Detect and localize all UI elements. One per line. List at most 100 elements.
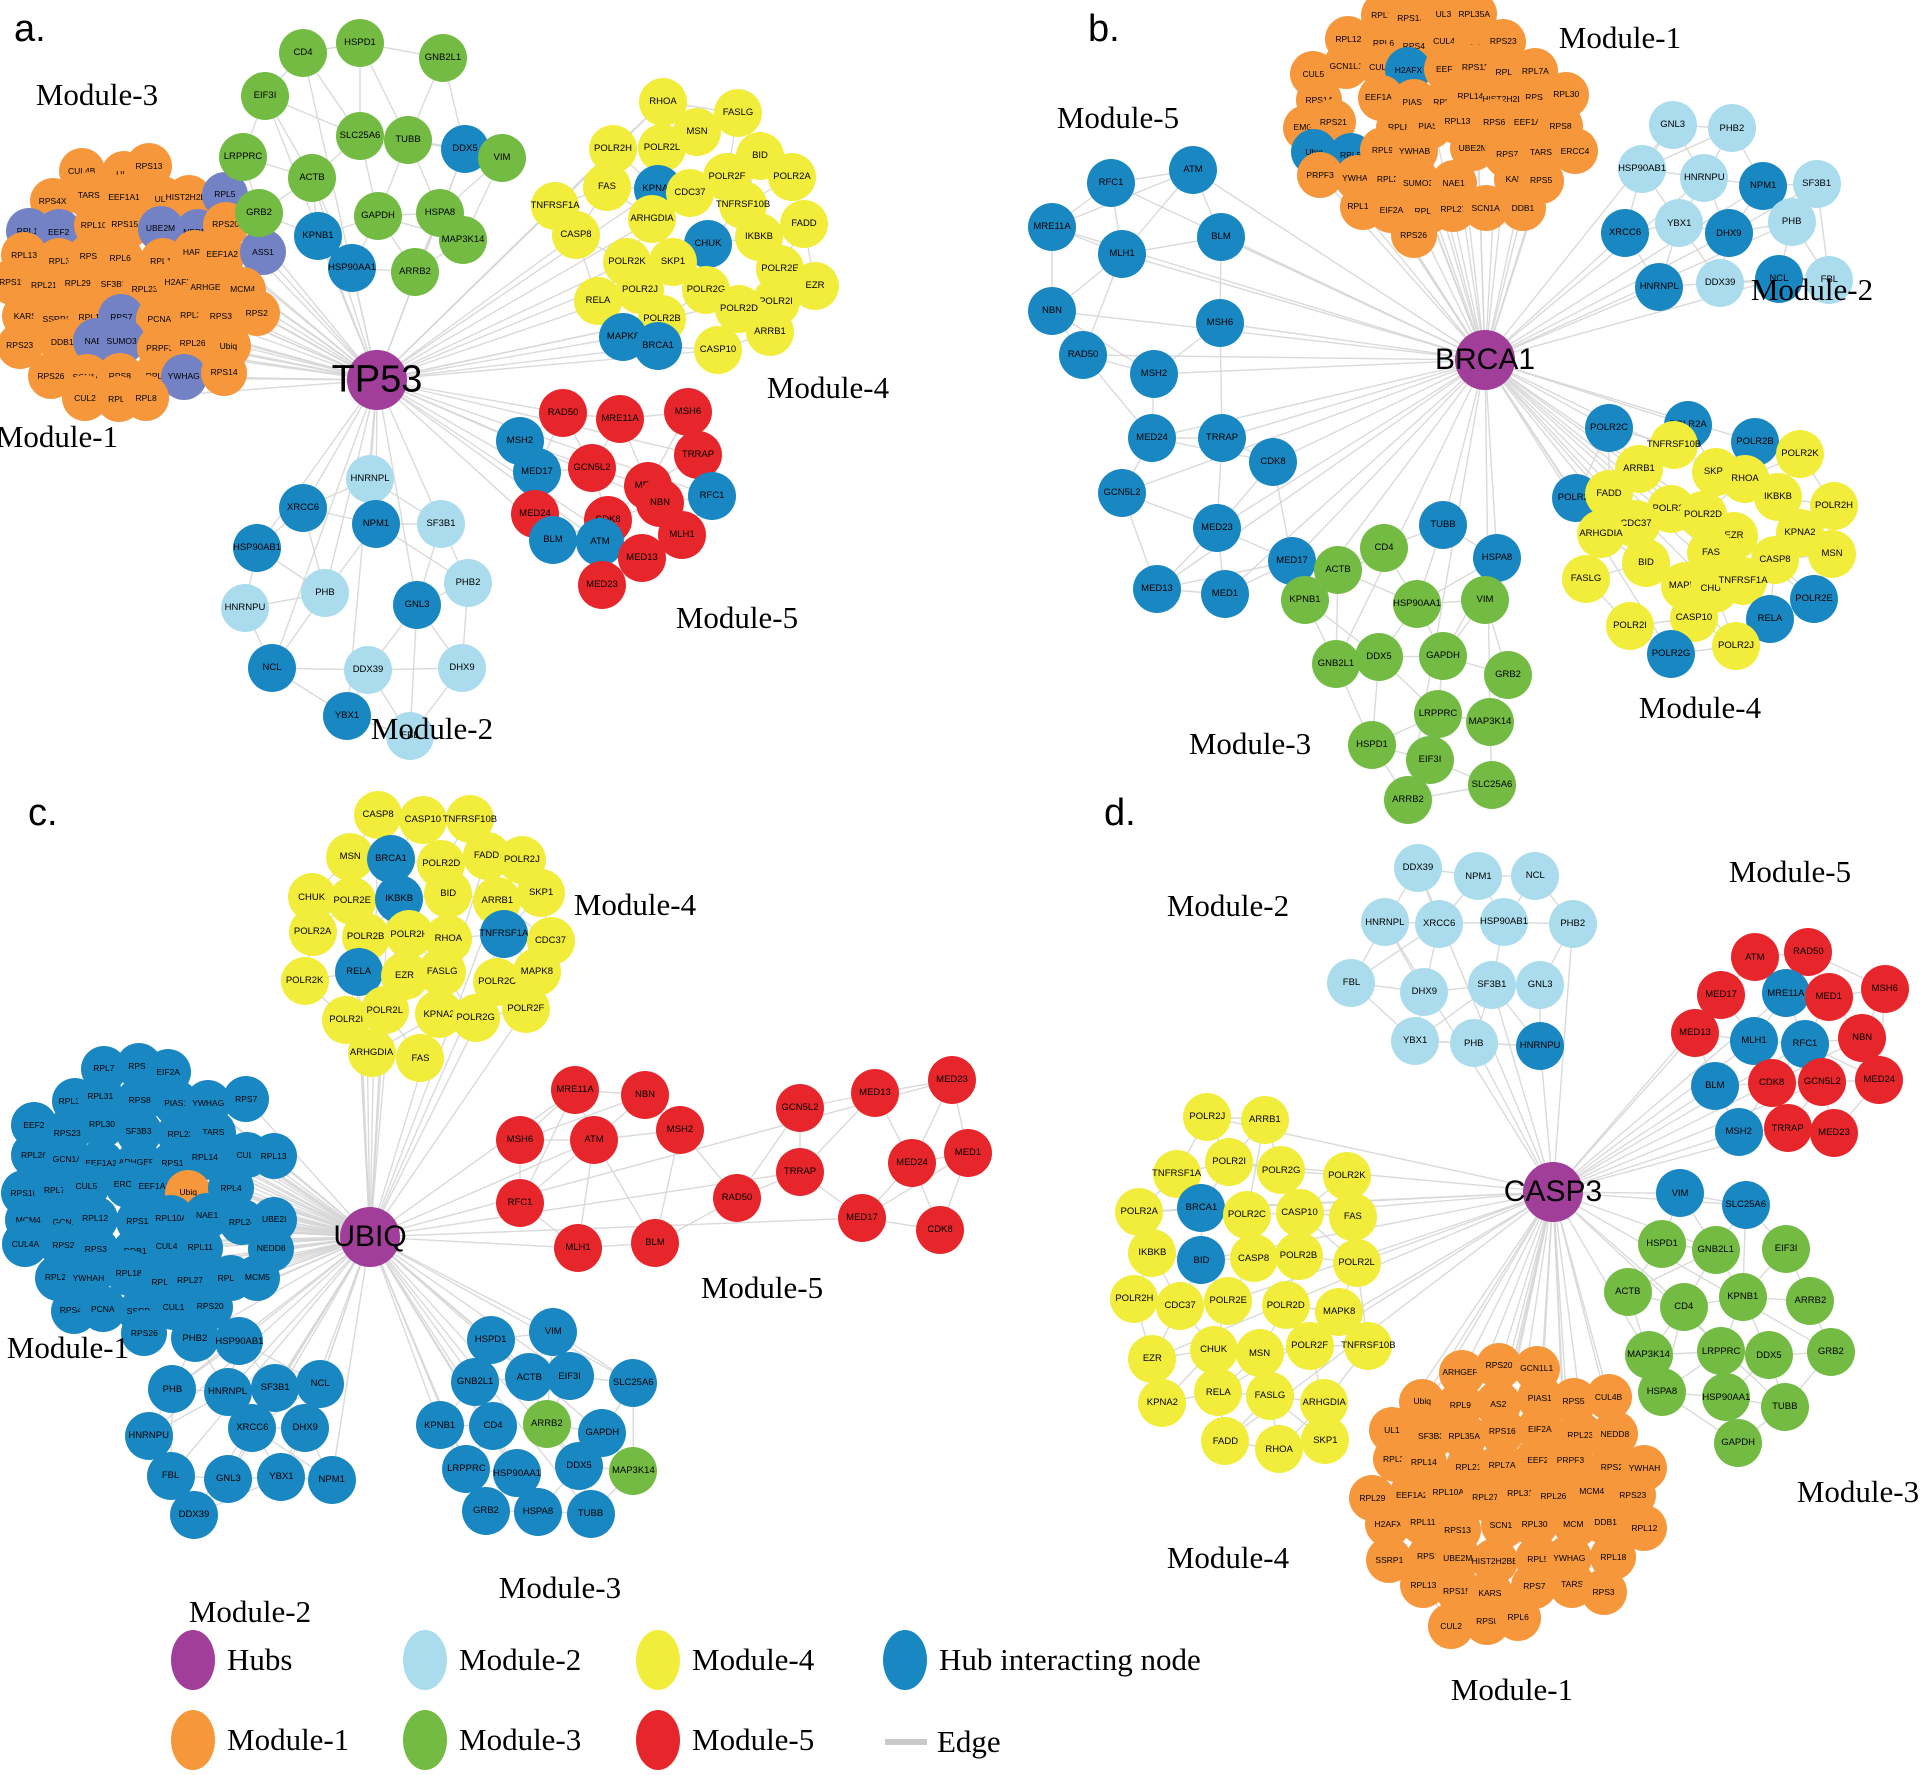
node-slc25a6[interactable]: SLC25A6 xyxy=(609,1358,658,1407)
node-phb2[interactable]: PHB2 xyxy=(1707,104,1756,153)
node-msn[interactable]: MSN xyxy=(326,832,375,881)
node-xrcc6[interactable]: XRCC6 xyxy=(228,1404,277,1453)
node-cdk8[interactable]: CDK8 xyxy=(916,1206,964,1254)
node-hsp90aa1[interactable]: HSP90AA1 xyxy=(1702,1373,1750,1422)
node-rps7[interactable]: RPS7 xyxy=(223,1076,270,1123)
node-rfc1[interactable]: RFC1 xyxy=(496,1179,544,1227)
node-hsp90ab1[interactable]: HSP90AB1 xyxy=(1480,898,1528,947)
node-phb2[interactable]: PHB2 xyxy=(444,559,492,607)
node-ddx39[interactable]: DDX39 xyxy=(169,1490,218,1539)
node-gnl3[interactable]: GNL3 xyxy=(1648,100,1697,149)
node-atm[interactable]: ATM xyxy=(570,1116,618,1164)
node-ybx1[interactable]: YBX1 xyxy=(257,1453,306,1502)
node-polr2i[interactable]: POLR2I xyxy=(1606,602,1654,650)
node-hnrnpu[interactable]: HNRNPU xyxy=(1516,1021,1565,1070)
node-phb[interactable]: PHB xyxy=(148,1365,197,1414)
node-hnrnpl[interactable]: HNRNPL xyxy=(1360,898,1409,947)
node-hnrnpu[interactable]: HNRNPU xyxy=(124,1411,173,1460)
node-ybx1[interactable]: YBX1 xyxy=(1655,199,1704,248)
node-arhgdia[interactable]: ARHGDIA xyxy=(1577,510,1625,558)
node-casp10[interactable]: CASP10 xyxy=(694,326,742,374)
node-gapdh[interactable]: GAPDH xyxy=(1419,632,1467,680)
node-ddx39[interactable]: DDX39 xyxy=(1696,258,1745,307)
node-cdc37[interactable]: CDC37 xyxy=(1156,1281,1205,1330)
node-fadd[interactable]: FADD xyxy=(1201,1417,1250,1466)
node-phb[interactable]: PHB xyxy=(301,569,349,617)
node-mcm5[interactable]: MCM5 xyxy=(234,1254,281,1301)
node-kpna2[interactable]: KPNA2 xyxy=(1138,1378,1187,1427)
node-sf3b1[interactable]: SF3B1 xyxy=(417,500,465,548)
node-polr2c[interactable]: POLR2C xyxy=(1585,404,1633,452)
node-polr2c[interactable]: POLR2C xyxy=(1222,1190,1271,1239)
node-grb2[interactable]: GRB2 xyxy=(461,1486,510,1535)
node-faslg[interactable]: FASLG xyxy=(418,947,467,996)
node-polr2k[interactable]: POLR2K xyxy=(1776,430,1824,478)
node-atm[interactable]: ATM xyxy=(1730,933,1779,982)
node-nbn[interactable]: NBN xyxy=(1838,1013,1887,1062)
node-ncl[interactable]: NCL xyxy=(1754,254,1803,303)
node-arhgdia[interactable]: ARHGDIA xyxy=(628,195,676,243)
node-hsp90aa1[interactable]: HSP90AA1 xyxy=(328,244,376,292)
node-gnb2l1[interactable]: GNB2L1 xyxy=(419,34,467,82)
node-faslg[interactable]: FASLG xyxy=(1245,1371,1294,1420)
node-med13[interactable]: MED13 xyxy=(618,534,666,582)
node-gapdh[interactable]: GAPDH xyxy=(354,192,402,240)
node-rps26[interactable]: RPS26 xyxy=(1390,212,1437,259)
node-msh6[interactable]: MSH6 xyxy=(664,388,712,436)
node-rad50[interactable]: RAD50 xyxy=(1059,331,1107,379)
node-cd4[interactable]: CD4 xyxy=(469,1401,517,1450)
node-hspd1[interactable]: HSPD1 xyxy=(1638,1219,1687,1268)
node-hsp90aa1[interactable]: HSP90AA1 xyxy=(1393,580,1441,628)
node-polr2g[interactable]: POLR2G xyxy=(1257,1146,1306,1195)
node-npm1[interactable]: NPM1 xyxy=(352,500,400,548)
node-polr2k[interactable]: POLR2K xyxy=(1322,1151,1371,1200)
node-cd4[interactable]: CD4 xyxy=(1659,1282,1708,1331)
node-med1[interactable]: MED1 xyxy=(1804,973,1853,1022)
node-lrpprc[interactable]: LRPPRC xyxy=(219,133,267,181)
node-rad50[interactable]: RAD50 xyxy=(713,1174,761,1222)
hub-node-tp53[interactable] xyxy=(347,350,407,410)
node-map3k14[interactable]: MAP3K14 xyxy=(439,216,487,264)
node-blm[interactable]: BLM xyxy=(631,1219,679,1267)
node-chuk[interactable]: CHUK xyxy=(1189,1325,1238,1374)
node-med23[interactable]: MED23 xyxy=(1193,504,1241,552)
node-trrap[interactable]: TRRAP xyxy=(1763,1104,1812,1153)
node-polr2h[interactable]: POLR2H xyxy=(1110,1275,1159,1324)
node-brca1[interactable]: BRCA1 xyxy=(366,835,415,884)
node-polr2e[interactable]: POLR2E xyxy=(1204,1277,1253,1326)
node-tnfrsf1a[interactable]: TNFRSF1A xyxy=(1718,557,1768,605)
node-hspd1[interactable]: HSPD1 xyxy=(1348,721,1396,769)
node-lrpprc[interactable]: LRPPRC xyxy=(442,1444,491,1493)
node-fas[interactable]: FAS xyxy=(396,1034,445,1083)
node-ddb1[interactable]: DDB1 xyxy=(1499,185,1546,232)
node-med17[interactable]: MED17 xyxy=(838,1194,886,1242)
node-gcn5l2[interactable]: GCN5L2 xyxy=(1798,1057,1847,1106)
node-brca1[interactable]: BRCA1 xyxy=(1177,1183,1226,1232)
node-casp8[interactable]: CASP8 xyxy=(1229,1234,1278,1283)
node-trrap[interactable]: TRRAP xyxy=(1198,414,1246,462)
node-rpl13[interactable]: RPL13 xyxy=(250,1133,297,1180)
node-ddx5[interactable]: DDX5 xyxy=(1744,1331,1793,1380)
node-polr2j[interactable]: POLR2J xyxy=(1183,1092,1232,1141)
node-atm[interactable]: ATM xyxy=(576,518,624,566)
node-hnrnpu[interactable]: HNRNPU xyxy=(221,584,269,632)
node-tubb[interactable]: TUBB xyxy=(1760,1382,1809,1431)
node-map3k14[interactable]: MAP3K14 xyxy=(609,1447,658,1496)
node-rhoa[interactable]: RHOA xyxy=(1255,1425,1304,1474)
node-eif3i[interactable]: EIF3I xyxy=(1762,1224,1811,1273)
node-hsp90ab1[interactable]: HSP90AB1 xyxy=(1618,145,1666,194)
node-tnfrsf10b[interactable]: TNFRSF10B xyxy=(1341,1321,1396,1370)
node-phb[interactable]: PHB xyxy=(1449,1019,1498,1068)
node-rad50[interactable]: RAD50 xyxy=(539,389,587,437)
node-med13[interactable]: MED13 xyxy=(851,1069,899,1117)
node-ybx1[interactable]: YBX1 xyxy=(323,692,371,740)
node-lrpprc[interactable]: LRPPRC xyxy=(1697,1327,1746,1376)
node-polr2f[interactable]: POLR2F xyxy=(1285,1321,1334,1370)
node-rps26[interactable]: RPS26 xyxy=(121,1310,168,1357)
node-polr2d[interactable]: POLR2D xyxy=(1261,1281,1310,1330)
node-kpnb1[interactable]: KPNB1 xyxy=(415,1401,464,1450)
node-grb2[interactable]: GRB2 xyxy=(1484,651,1532,699)
node-mre11a[interactable]: MRE11A xyxy=(551,1066,599,1114)
node-rfc1[interactable]: RFC1 xyxy=(688,472,736,520)
node-eif3i[interactable]: EIF3I xyxy=(241,72,289,120)
